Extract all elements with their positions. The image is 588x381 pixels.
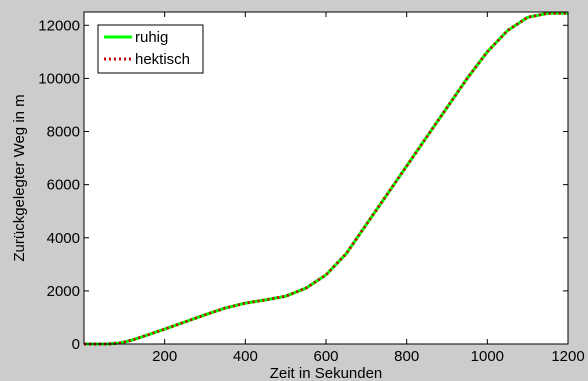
legend-box [97,24,204,74]
y-tick-label: 10000 [38,70,80,87]
x-tick-label: 200 [152,348,177,365]
series-layer [84,11,568,346]
y-tick-label: 6000 [47,177,80,194]
x-tick-label: 1200 [551,348,584,365]
y-tick-label: 0 [72,336,80,353]
tick-layer: 200 400 600 800 1000 120002000400060008000100… [38,12,585,365]
y-axis-label: Zurückgelegter Weg in m [11,94,28,261]
series-line-hektisch [84,11,568,346]
x-tick-label: 600 [313,348,338,365]
y-tick-label: 2000 [47,283,80,300]
y-tick-label: 4000 [47,230,80,247]
legend-label-ruhig: ruhig [135,29,168,46]
x-axis-label: Zeit in Sekunden [270,365,383,381]
x-tick-label: 800 [394,348,419,365]
y-tick-label: 12000 [38,17,80,34]
legend-label-hektisch: hektisch [135,51,190,68]
y-tick-label: 8000 [47,124,80,141]
x-tick-label: 400 [233,348,258,365]
legend: ruhig hektisch [97,24,204,74]
x-tick-label: 1000 [471,348,504,365]
